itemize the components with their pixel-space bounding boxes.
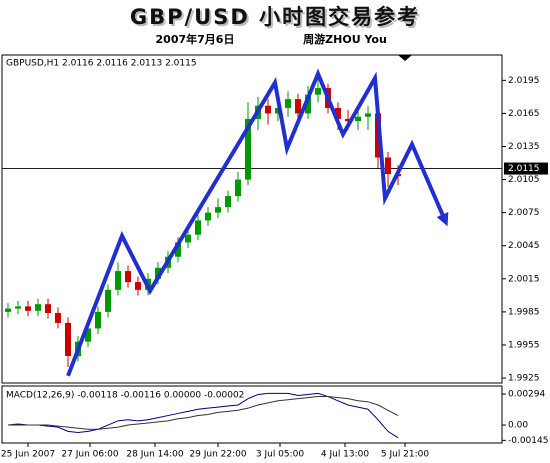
price-label: 2.0115 (508, 164, 540, 174)
candle-body (345, 118, 351, 122)
candle-body (55, 312, 61, 323)
candle-body (85, 328, 91, 342)
candle-body (335, 107, 341, 119)
candle-body (135, 282, 141, 290)
candle-body (155, 267, 161, 279)
candle-body (185, 234, 191, 243)
y-tick-label: 2.0195 (508, 76, 540, 86)
candle-body (355, 116, 361, 122)
y-tick-label: -0.00145 (508, 436, 548, 446)
x-tick-label: 4 Jul 13:00 (321, 450, 370, 460)
y-tick-label: 0.00 (508, 421, 528, 431)
candle-body (5, 308, 11, 312)
candle-body (385, 157, 391, 175)
candle-body (195, 220, 201, 235)
x-tick-label: 28 Jun 14:00 (126, 450, 183, 460)
shift-marker (398, 55, 412, 61)
candle-body (115, 271, 121, 290)
candle-body (285, 99, 291, 108)
candle-body (175, 242, 181, 257)
candle-body (125, 271, 131, 283)
author: 周游ZHOU You (303, 32, 387, 46)
main-header: GBPUSD,H1 2.0116 2.0116 2.0113 2.0115 (6, 59, 197, 69)
title-shadow: GBP/USD 小时图交易参考 (132, 7, 422, 31)
price-box (504, 162, 548, 175)
candle-body (65, 322, 71, 356)
candle-body (15, 306, 21, 309)
macd-panel (1, 385, 503, 444)
candle-body (315, 88, 321, 95)
zigzag-annotation (66, 68, 449, 377)
x-tick-label: 29 Jun 22:00 (189, 450, 246, 460)
macd-header: MACD(12,26,9) -0.00118 -0.00116 0.00000 … (6, 391, 244, 401)
x-tick-label: 3 Jul 05:00 (256, 450, 305, 460)
candle-body (225, 196, 231, 208)
subtitle: 2007年7月6日 (156, 32, 235, 46)
x-tick-label: 27 Jun 06:00 (61, 450, 118, 460)
y-tick-label: 2.0075 (508, 208, 540, 218)
candle-body (235, 179, 241, 197)
y-tick-label: 0.00294 (508, 390, 545, 400)
macd-line (8, 396, 399, 430)
chart-title: GBP/USD 小时图交易参考 (130, 5, 420, 29)
y-tick-label: 2.0165 (508, 109, 540, 119)
x-tick-label: 5 Jul 21:00 (381, 450, 430, 460)
candle-body (35, 304, 41, 311)
main-panel (1, 54, 503, 384)
y-tick-label: 2.0135 (508, 142, 540, 152)
y-tick-label: 1.9955 (508, 340, 540, 350)
y-tick-label: 1.9925 (508, 374, 540, 384)
candle-body (105, 289, 111, 312)
candle-body (205, 212, 211, 221)
candle-body (25, 306, 31, 311)
y-tick-label: 2.0045 (508, 241, 540, 251)
candle-body (45, 304, 51, 313)
y-tick-label: 1.9985 (508, 307, 540, 317)
macd-line (7, 392, 399, 439)
candle-body (275, 107, 281, 114)
y-tick-label: 2.0105 (508, 175, 540, 185)
candle-body (365, 113, 371, 117)
candle-body (215, 207, 221, 213)
candle-body (95, 311, 101, 329)
candle-body (245, 118, 251, 180)
x-tick-label: 25 Jun 2007 (1, 450, 55, 460)
candle-body (295, 99, 301, 114)
candle-body (305, 94, 311, 114)
y-tick-label: 2.0015 (508, 274, 540, 284)
candle-body (265, 105, 271, 114)
